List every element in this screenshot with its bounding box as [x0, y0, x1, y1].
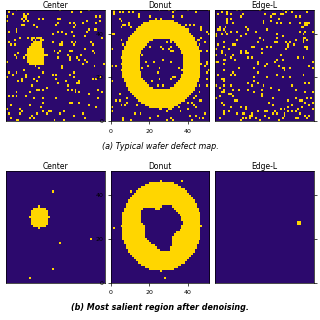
Title: Edge-L: Edge-L — [251, 162, 277, 171]
Text: (a) Typical wafer defect map.: (a) Typical wafer defect map. — [102, 141, 218, 151]
Title: Center: Center — [43, 1, 68, 10]
Text: (b) Most salient region after denoising.: (b) Most salient region after denoising. — [71, 303, 249, 312]
Title: Center: Center — [43, 162, 68, 171]
Title: Donut: Donut — [148, 162, 172, 171]
Title: Donut: Donut — [148, 1, 172, 10]
Title: Edge-L: Edge-L — [251, 1, 277, 10]
